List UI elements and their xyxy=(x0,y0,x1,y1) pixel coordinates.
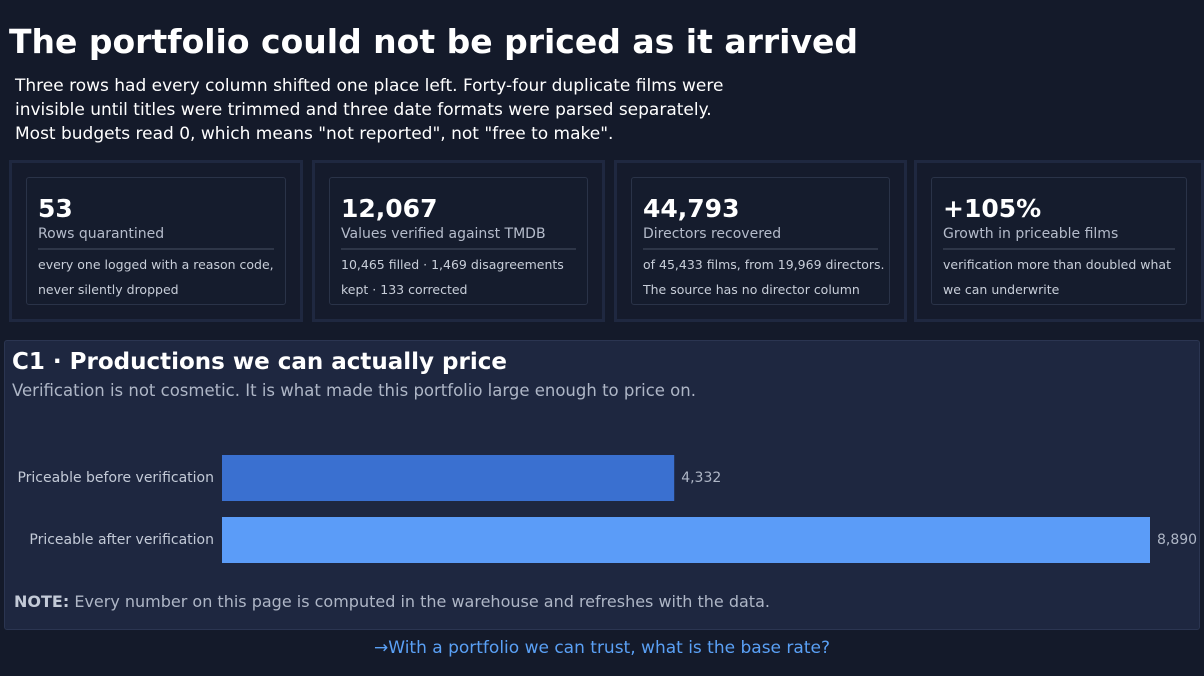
kpi-detail: every one logged with a reason code, neve… xyxy=(38,252,274,302)
kpi-detail-line: of 45,433 films, from 19,969 directors. xyxy=(643,257,885,272)
kpi-detail: verification more than doubled what we ca… xyxy=(943,252,1175,302)
kpi-detail: 10,465 filled · 1,469 disagreements kept … xyxy=(341,252,576,302)
chart: Priceable before verification 4,332 Pricea… xyxy=(17,455,1197,563)
kpi-value: 12,067 xyxy=(341,194,438,223)
category-label: Priceable before verification xyxy=(17,470,214,486)
kpi-frame: 53 Rows quarantined every one logged with … xyxy=(9,160,303,322)
kpi-detail-line: The source has no director column xyxy=(643,282,860,297)
kpi-label: Growth in priceable films xyxy=(943,226,1175,250)
subtitle-line: Most budgets read 0, which means "not re… xyxy=(15,124,614,144)
kpi-value: 44,793 xyxy=(643,194,740,223)
kpi-detail-line: verification more than doubled what xyxy=(943,257,1171,272)
kpi-detail-line: never silently dropped xyxy=(38,282,179,297)
kpi-frame: +105% Growth in priceable films verificati… xyxy=(914,160,1204,322)
kpi-detail-line: we can underwrite xyxy=(943,282,1060,297)
kpi-label: Values verified against TMDB xyxy=(341,226,576,250)
kpi-value: +105% xyxy=(943,194,1042,223)
page-subtitle: Three rows had every column shifted one … xyxy=(15,74,723,146)
kpi-detail-line: every one logged with a reason code, xyxy=(38,257,274,272)
note-label: NOTE: xyxy=(14,592,70,611)
kpi-frame: 44,793 Directors recovered of 45,433 films… xyxy=(614,160,907,322)
kpi-detail-line: 10,465 filled · 1,469 disagreements xyxy=(341,257,564,272)
kpi-card: 44,793 Directors recovered of 45,433 films… xyxy=(631,177,890,305)
kpi-detail: of 45,433 films, from 19,969 directors. T… xyxy=(643,252,885,302)
chart-note: NOTE: Every number on this page is compu… xyxy=(14,592,770,611)
bar xyxy=(222,455,675,501)
next-page-link[interactable]: →With a portfolio we can trust, what is … xyxy=(374,638,830,658)
chart-title: C1 · Productions we can actually price xyxy=(12,349,507,375)
page-title: The portfolio could not be priced as it … xyxy=(9,22,858,61)
note-text: Every number on this page is computed in… xyxy=(74,592,770,611)
category-label: Priceable after verification xyxy=(29,532,214,548)
kpi-card: 12,067 Values verified against TMDB 10,465… xyxy=(329,177,588,305)
bar xyxy=(222,517,1150,563)
kpi-label: Directors recovered xyxy=(643,226,878,250)
kpi-frame: 12,067 Values verified against TMDB 10,465… xyxy=(312,160,605,322)
value-label: 8,890 xyxy=(1157,532,1197,548)
chart-panel: C1 · Productions we can actually price V… xyxy=(4,340,1200,630)
value-label: 4,332 xyxy=(681,470,721,486)
kpi-label: Rows quarantined xyxy=(38,226,274,250)
kpi-detail-line: kept · 133 corrected xyxy=(341,282,468,297)
kpi-card: +105% Growth in priceable films verificati… xyxy=(931,177,1187,305)
subtitle-line: invisible until titles were trimmed and … xyxy=(15,100,712,120)
kpi-card: 53 Rows quarantined every one logged with … xyxy=(26,177,286,305)
kpi-value: 53 xyxy=(38,194,73,223)
subtitle-line: Three rows had every column shifted one … xyxy=(15,76,724,96)
chart-subtitle: Verification is not cosmetic. It is what… xyxy=(12,381,696,400)
